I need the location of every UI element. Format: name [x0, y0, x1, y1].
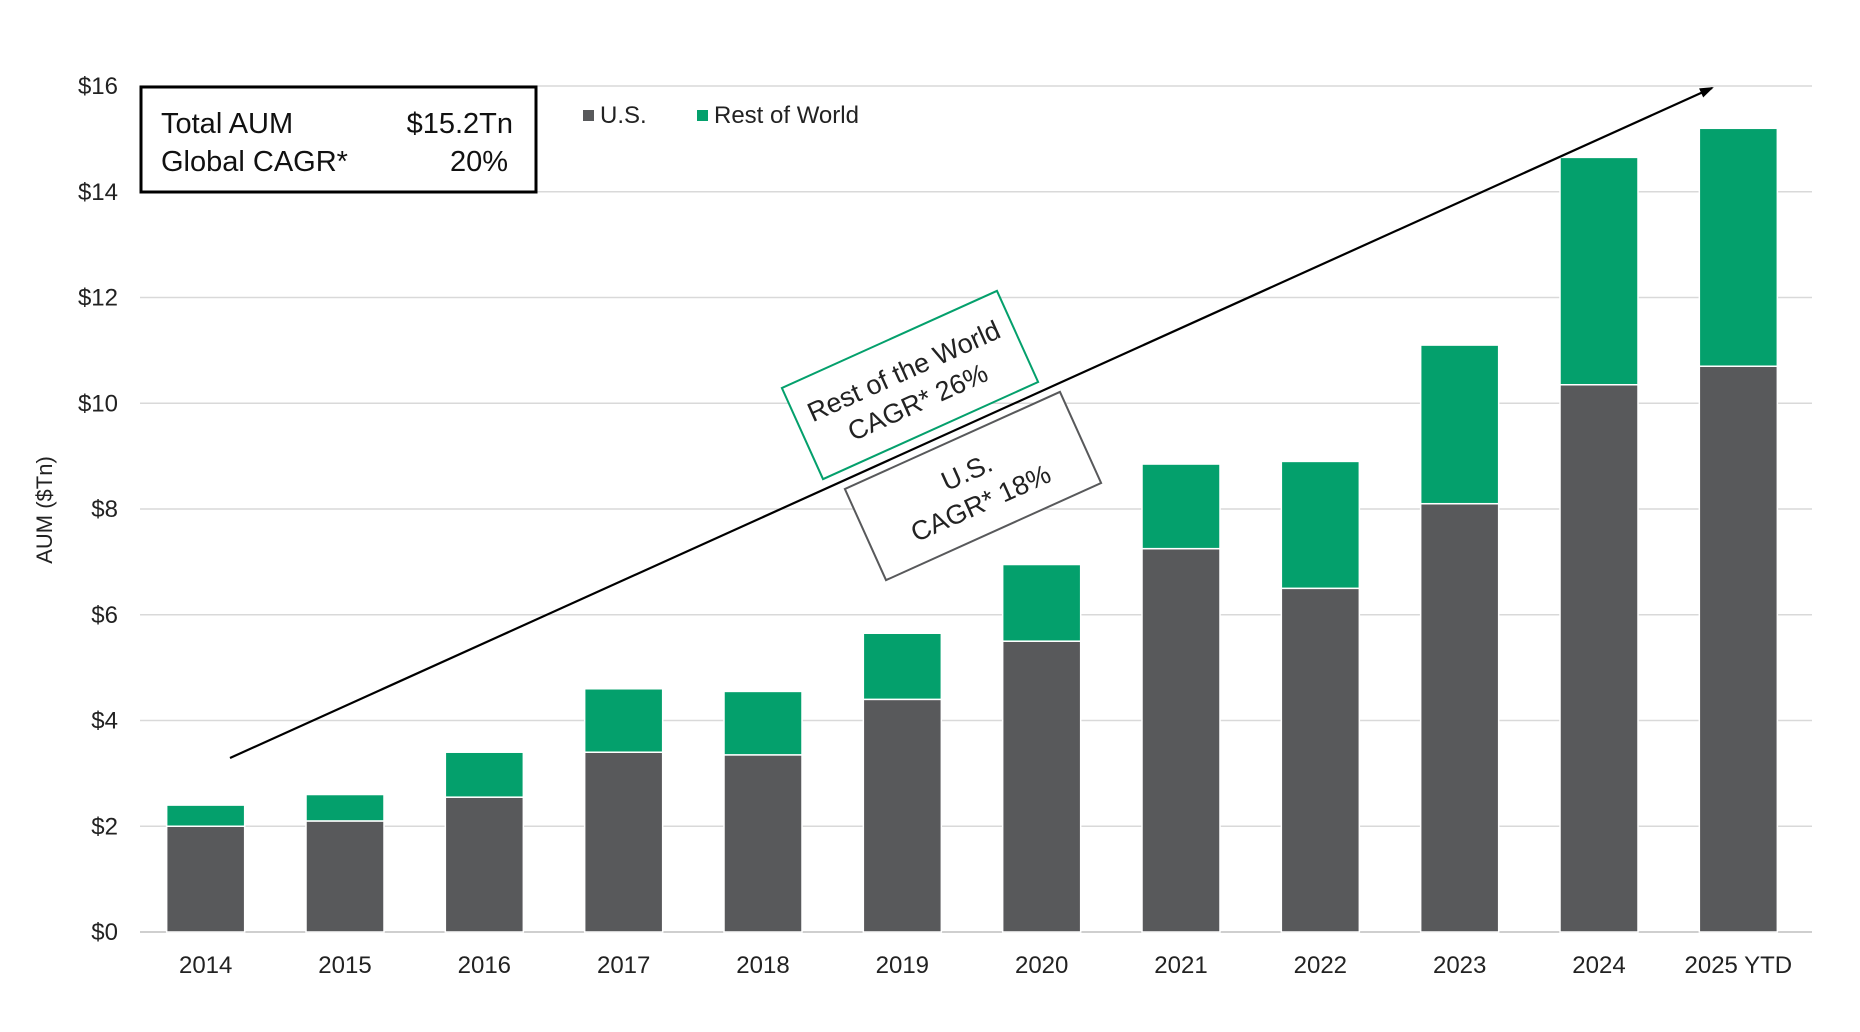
row-cagr-box [780, 289, 1040, 481]
summary-cagr-value: 20% [450, 146, 508, 178]
y-axis-ticks: $0 $2 $4 $6 $8 $10 $12 $14 $16 [78, 73, 118, 946]
bars [165, 127, 1779, 933]
bar-rest-of-world [1419, 344, 1500, 505]
y-tick-label: $12 [78, 285, 118, 312]
y-axis-label: AUM ($Tn) [32, 456, 57, 564]
summary-total-value: $15.2Tn [407, 108, 513, 140]
x-tick-label: 2025 YTD [1685, 952, 1793, 979]
x-tick-label: 2017 [597, 952, 650, 979]
bar-rest-of-world [305, 793, 385, 822]
bar-rest-of-world [1280, 460, 1361, 590]
bar-us [165, 825, 246, 933]
bar-rest-of-world [862, 632, 943, 701]
legend-label-row: Rest of World [714, 102, 859, 129]
x-tick-label: 2024 [1572, 952, 1625, 979]
x-tick-label: 2014 [179, 952, 232, 979]
x-tick-label: 2023 [1433, 952, 1486, 979]
us-cagr-box [843, 390, 1103, 582]
legend: U.S. Rest of World [583, 102, 859, 129]
summary-box-frame [139, 85, 538, 194]
y-tick-label: $6 [91, 602, 118, 629]
bar-rest-of-world [1559, 156, 1639, 386]
bar-us [444, 796, 525, 933]
x-tick-label: 2022 [1294, 952, 1347, 979]
bar-rest-of-world [723, 690, 803, 756]
legend-swatch-row [697, 110, 708, 121]
bar-us [1141, 547, 1221, 933]
bar-us [723, 754, 803, 933]
bar-us [1559, 383, 1639, 933]
y-tick-label: $16 [78, 73, 118, 100]
x-tick-label: 2015 [318, 952, 371, 979]
bar-us [1001, 640, 1082, 933]
summary-total-label: Total AUM [161, 108, 293, 140]
bar-us [1280, 587, 1361, 933]
bar-us [1698, 365, 1779, 933]
summary-box: Total AUM $15.2Tn Global CAGR* 20% [139, 85, 538, 194]
x-tick-label: 2021 [1154, 952, 1207, 979]
legend-swatch-us [583, 110, 594, 121]
y-tick-label: $0 [91, 919, 118, 946]
bar-rest-of-world [165, 804, 246, 827]
x-tick-label: 2019 [876, 952, 929, 979]
bar-rest-of-world [1141, 463, 1221, 550]
y-tick-label: $14 [78, 179, 118, 206]
bar-rest-of-world [1001, 563, 1082, 642]
bar-us [862, 698, 943, 933]
summary-cagr-label: Global CAGR* [161, 146, 348, 178]
bar-us [1419, 502, 1500, 933]
x-tick-label: 2018 [736, 952, 789, 979]
x-axis-ticks: 2014 2015 2016 2017 2018 2019 2020 2021 2022 2023… [179, 952, 1792, 979]
y-tick-label: $4 [91, 708, 118, 735]
bar-rest-of-world [1698, 127, 1779, 367]
x-tick-label: 2020 [1015, 952, 1068, 979]
trend-arrow [229, 86, 1714, 760]
y-tick-label: $8 [91, 496, 118, 523]
y-tick-label: $2 [91, 813, 118, 840]
bar-rest-of-world [583, 688, 664, 753]
x-tick-label: 2016 [458, 952, 511, 979]
bar-us [305, 820, 385, 933]
bar-rest-of-world [444, 751, 525, 798]
legend-label-us: U.S. [600, 102, 647, 129]
y-tick-label: $10 [78, 390, 118, 417]
bar-us [583, 751, 664, 933]
